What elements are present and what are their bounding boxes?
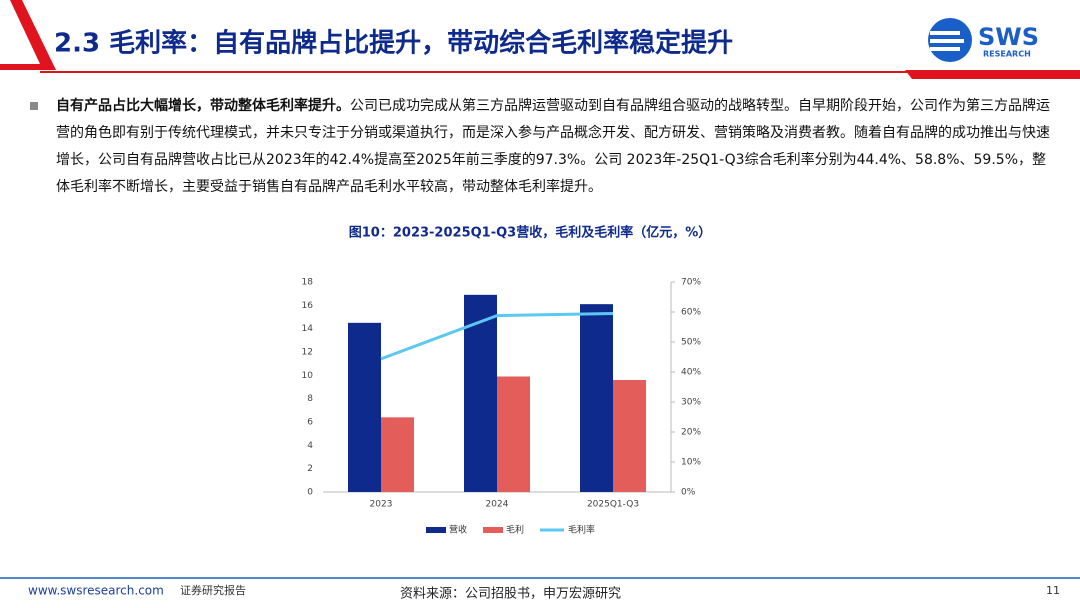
- y-tick-label: 18: [302, 278, 314, 288]
- y2-tick-label: 50%: [681, 338, 701, 348]
- y-tick-label: 10: [302, 371, 314, 381]
- y2-tick-label: 20%: [681, 428, 701, 438]
- x-tick-label: 2023: [370, 500, 393, 510]
- bar: [613, 380, 646, 492]
- logo-stripe: [930, 47, 960, 51]
- logo-stripe: [930, 31, 960, 35]
- body-paragraph: 自有产品占比大幅增长，带动整体毛利率提升。公司已成功完成从第三方品牌运营驱动到自…: [56, 93, 1056, 201]
- footer-site: www.swsresearch.com: [28, 584, 164, 598]
- legend-label: 营收: [449, 524, 467, 536]
- legend-swatch: [483, 527, 504, 533]
- y2-tick-label: 70%: [681, 278, 701, 288]
- bar: [381, 417, 414, 492]
- y2-tick-label: 0%: [681, 488, 696, 498]
- y-tick-label: 12: [302, 348, 313, 358]
- y2-tick-label: 10%: [681, 458, 701, 468]
- y-tick-label: 6: [307, 418, 313, 428]
- body-text: 公司已成功完成从第三方品牌运营驱动到自有品牌组合驱动的战略转型。自早期阶段开始，…: [56, 98, 1050, 195]
- bullet: [30, 102, 38, 110]
- y-tick-label: 0: [307, 488, 313, 498]
- y2-tick-label: 60%: [681, 308, 701, 318]
- y2-tick-label: 40%: [681, 368, 701, 378]
- y-tick-label: 2: [307, 464, 313, 474]
- header-accent-inner: [0, 0, 40, 64]
- legend-label: 毛利率: [568, 524, 595, 536]
- x-tick-label: 2025Q1-Q3: [587, 500, 639, 510]
- logo-text: SWS: [978, 23, 1039, 51]
- line-series: [380, 312, 614, 361]
- bar: [580, 304, 613, 492]
- legend-label: 毛利: [506, 524, 524, 536]
- y-tick-label: 14: [302, 324, 314, 334]
- slide-title: 2.3 毛利率：自有品牌占比提升，带动综合毛利率稳定提升: [54, 28, 733, 59]
- y-tick-label: 8: [307, 394, 313, 404]
- bar: [348, 322, 381, 492]
- y2-tick-label: 30%: [681, 398, 701, 408]
- y-tick-label: 16: [302, 301, 314, 311]
- footer-label: 证券研究报告: [180, 583, 246, 597]
- footer-source: 资料来源：公司招股书，申万宏源研究: [400, 587, 621, 602]
- page-number: 11: [1046, 584, 1060, 597]
- y-tick-label: 4: [307, 441, 313, 451]
- lead-text: 自有产品占比大幅增长，带动整体毛利率提升。: [56, 98, 350, 114]
- chart-title: 图10：2023-2025Q1-Q3营收，毛利及毛利率（亿元，%）: [349, 225, 711, 241]
- logo-stripe: [930, 39, 964, 43]
- legend-swatch: [426, 527, 446, 533]
- x-tick-label: 2024: [486, 500, 509, 510]
- bar: [497, 376, 530, 492]
- logo-subtext: RESEARCH: [983, 50, 1031, 59]
- header-rule-bar: [905, 70, 1080, 79]
- bar: [464, 294, 497, 492]
